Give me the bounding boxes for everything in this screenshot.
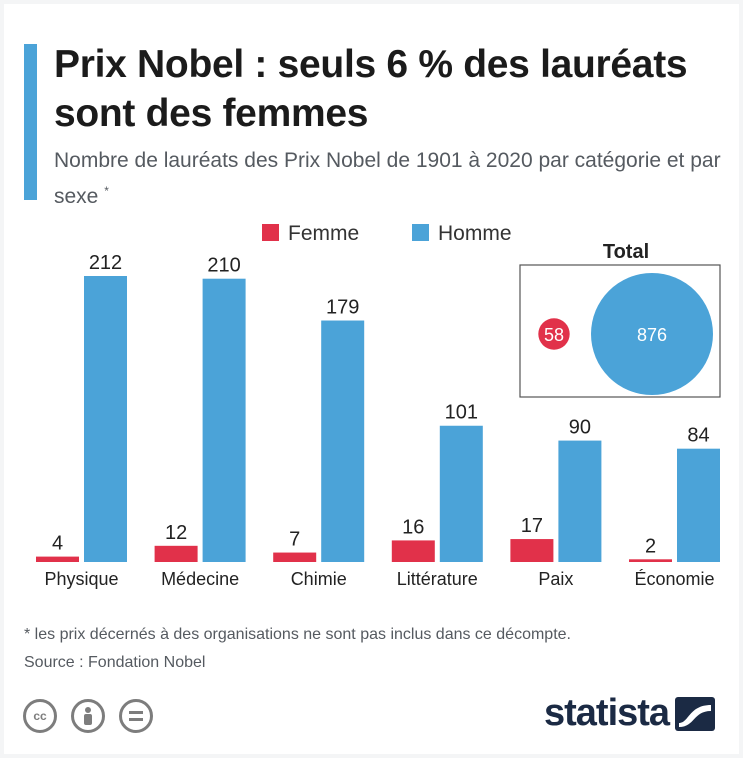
bar-femme-0 [36, 556, 79, 562]
category-label-0: Physique [44, 569, 118, 589]
data-label-homme-2: 179 [326, 297, 359, 319]
data-label-homme-1: 210 [207, 255, 240, 277]
chart-legend: Femme Homme [262, 222, 512, 245]
title-accent-bar [24, 44, 37, 200]
total-panel: Total 876 58 [519, 241, 721, 398]
category-label-2: Chimie [291, 569, 347, 589]
subtitle-footnote-mark: * [104, 184, 109, 198]
data-label-femme-1: 12 [165, 522, 187, 544]
bar-homme-5 [677, 448, 720, 562]
category-label-4: Paix [538, 569, 573, 589]
bar-homme-2 [321, 320, 365, 562]
data-label-homme-0: 212 [89, 252, 122, 274]
cc-icon[interactable]: cc [23, 699, 57, 733]
bar-femme-4 [510, 539, 554, 562]
bar-femme-3 [391, 540, 435, 562]
bar-homme-4 [558, 440, 602, 562]
legend-swatch-1 [412, 224, 429, 241]
statista-wordmark: statista [544, 692, 670, 734]
data-label-homme-3: 101 [445, 402, 478, 424]
total-femme-label: 58 [544, 325, 564, 345]
bar-femme-1 [154, 545, 198, 562]
source-line: Source : Fondation Nobel [24, 654, 206, 671]
data-label-femme-5: 2 [645, 535, 656, 557]
bar-homme-0 [84, 276, 127, 562]
legend-label-0: Femme [288, 222, 359, 245]
legend-swatch-0 [262, 224, 279, 241]
statista-logo[interactable]: statista [544, 692, 716, 735]
bar-femme-5 [629, 559, 672, 562]
bar-group: 4 212 Physique 12 210 Médecine 7 179 Chimie 16 101… [36, 252, 720, 589]
data-label-homme-5: 84 [687, 425, 709, 447]
page-title: Prix Nobel : seuls 6 % des lauréats sont… [54, 43, 688, 135]
subtitle: Nombre de lauréats des Prix Nobel de 190… [54, 146, 734, 212]
category-label-5: Économie [634, 569, 714, 589]
category-label-3: Littérature [397, 569, 478, 589]
data-label-femme-3: 16 [402, 516, 424, 538]
total-homme-label: 876 [637, 325, 667, 345]
data-label-femme-0: 4 [52, 533, 63, 555]
subtitle-text: Nombre de lauréats des Prix Nobel de 190… [54, 149, 721, 208]
total-title: Total [603, 241, 649, 263]
bar-femme-2 [273, 552, 317, 562]
legend-label-1: Homme [438, 222, 512, 245]
category-label-1: Médecine [161, 569, 239, 589]
data-label-femme-4: 17 [521, 515, 543, 537]
bar-homme-3 [439, 425, 483, 562]
bar-homme-1 [202, 278, 246, 562]
footnote: * les prix décernés à des organisations … [24, 626, 571, 643]
data-label-homme-4: 90 [569, 417, 591, 439]
total-box-frame [519, 264, 721, 398]
total-femme-bubble [538, 318, 570, 350]
statista-logo-icon [675, 696, 716, 731]
by-icon[interactable] [71, 699, 105, 733]
data-label-femme-2: 7 [289, 529, 300, 551]
total-homme-bubble [591, 273, 713, 395]
nd-icon[interactable] [119, 699, 153, 733]
